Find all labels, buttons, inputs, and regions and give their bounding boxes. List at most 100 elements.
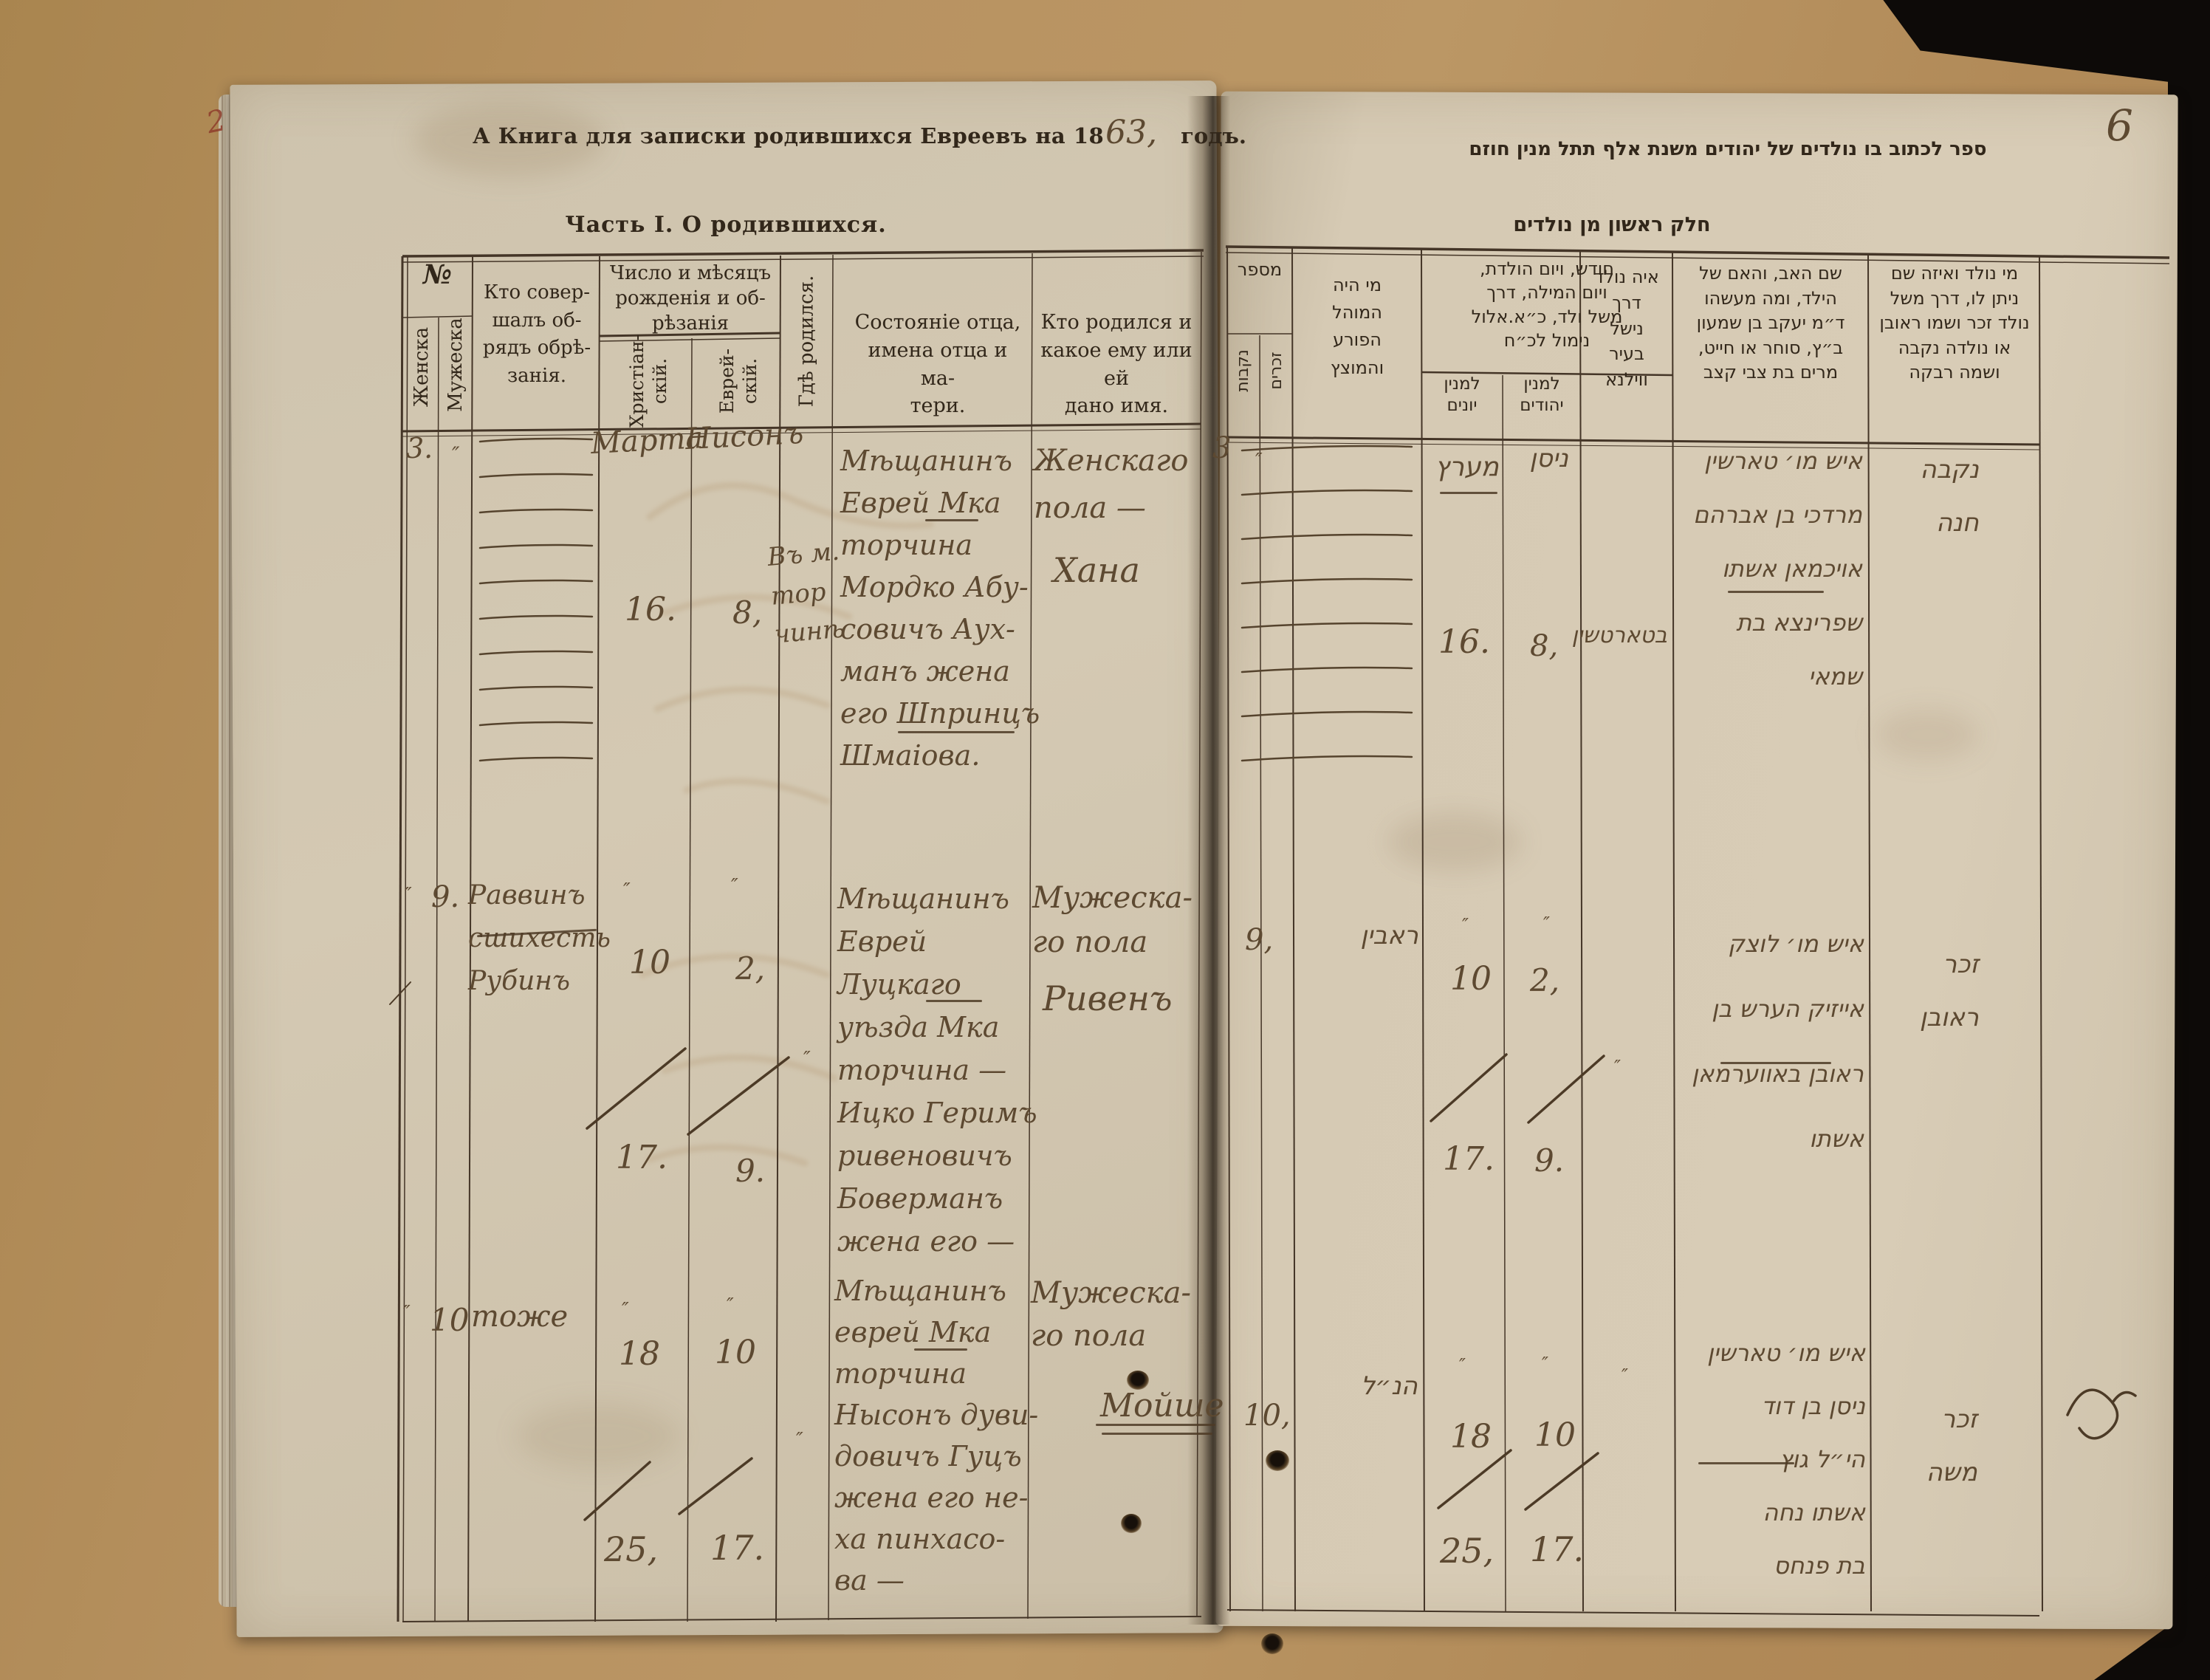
left-page-title: А Книга для записки родившихся Евреевъ н… [473,114,1246,151]
paper-hole [1127,1371,1149,1390]
parents-note-he: איש מו׳ טארשין ניסן בן דוד הי״ל גוץ אשתו… [1706,1339,1865,1580]
child-sex-note: Мужеска- го пола [1031,1276,1191,1353]
child-note-he: זכר משה [1926,1405,1977,1487]
column-header-males-he: זכרים [1267,352,1286,390]
column-header-dates-he: חודש, ויום הולדת, ויום המילה, דרך משל ול… [1471,258,1623,352]
title-text: А Книга для записки родившихся Евреевъ н… [473,123,1105,148]
child-sex-note: Женскаго пола — [1034,444,1189,525]
paper-stain [413,103,605,177]
birth-day-jewish: 8, [732,594,763,631]
ditto-mark: ″ [1255,450,1263,472]
ditto-mark: ″ [803,1048,811,1070]
column-header-where-he: איה נולד דרך נישל בעיר ווילנא [1594,267,1659,391]
ditto-mark: ″ [1542,1354,1548,1374]
ditto-mark: ″ [452,442,460,467]
ditto-mark: ″ [1459,1355,1466,1376]
entry-number-he: 9, [1245,923,1274,957]
parents-note-he: איש מו׳ טארשין מרדכי בן אברהם אויכמאן אש… [1693,447,1862,690]
birth-day-christian: 16. [625,591,676,628]
underline-mark [1728,591,1824,593]
ditto-mark: ″ [1543,913,1550,934]
birth-day-jewish: 10 [715,1334,756,1371]
paper-stain [517,1403,679,1470]
ditto-mark: ″ [1622,1365,1628,1386]
column-header-dates: Число и мѣсяцъ рожденія и об- рѣзанія [609,262,772,335]
column-header-mohel: מי היה המוהל הפורע והמוצץ [1330,275,1384,378]
birth-month-civil-he: מערץ [1435,452,1499,482]
mohel-note: Раввинъ сшихесть Рубинъ [468,880,611,996]
underline-mark [1102,1433,1212,1435]
entry-number-male: 9. [431,880,460,914]
left-section-title: Часть I. О родившихся. [565,212,887,238]
circumcision-day-jewish: 9. [735,1153,766,1189]
birth-day-hebrew: 2, [1530,962,1560,998]
ditto-mark: ″ [622,1299,629,1321]
column-header-child: Кто родился и какое ему или ей дано имя. [1040,311,1192,418]
child-sex-note: Мужеска- го пола [1032,881,1192,959]
right-page-title: ספר לכתוב בו נולדים של יהודים משנת אלף ת… [1469,138,1987,160]
father-status: Мѣщанинъ Еврей Мка торчина Мордко Абу- с… [840,445,1040,772]
mohel-note: тоже [471,1300,569,1334]
underline-mark [914,1348,967,1351]
ditto-mark: ″ [403,1302,411,1324]
entry-number-he: 10, [1243,1399,1291,1433]
column-header-parents-he: שם האב, והאם של הילד, ומה מעשהו ד״מ יעקב… [1696,263,1845,383]
child-note-he: זכר ראובן [1919,950,1979,1032]
ditto-mark: ″ [405,884,412,906]
birth-day-civil-he: 18 [1450,1418,1492,1456]
circumcision-day-christian: 17. [616,1139,668,1176]
column-header-females-he: נקבות [1234,349,1252,392]
column-header-child-he: מי נולד ואיזה שם ניתן לו, דרך משל נולד ז… [1879,263,2030,383]
circumcision-day-christian: 25, [604,1529,659,1569]
ditto-mark: ″ [623,880,631,902]
column-header-number: מספר [1237,259,1283,280]
birth-day-christian: 18 [619,1335,660,1373]
right-section-title: חלק ראשון מן נולדים [1513,213,1711,236]
column-header-jewish-count: למנין יהודים [1520,374,1564,415]
circumcision-day-hebrew: 9. [1534,1142,1565,1179]
column-header-where-born: Гдѣ родился. [795,275,818,408]
birth-month-jewish: Нисонъ [684,416,805,457]
birth-day-jewish: 2, [735,950,766,987]
paper-hole [1121,1514,1142,1533]
parents-note-he: איש מו׳ לוצק אייזיק הערש בן ראובן באווער… [1692,930,1864,1153]
birth-day-civil-he: 16. [1438,623,1490,661]
underline-mark [1698,1462,1794,1464]
underline-mark [925,519,978,521]
where-born-he: בטארטשין [1571,623,1667,648]
child-name: Мойше [1100,1387,1224,1424]
child-name: Хана [1053,550,1140,590]
ditto-mark: ″ [796,1429,803,1451]
birth-day-hebrew: 10 [1534,1416,1576,1454]
birth-day-civil-he: 10 [1450,960,1492,998]
column-header-circumciser: Кто совер- шалъ об- рядъ обрѣ- занія. [482,281,591,388]
book-gutter [1187,96,1230,1625]
underline-mark [898,731,1015,733]
ditto-mark: ″ [1614,1057,1621,1077]
ditto-mark: ″ [727,1295,734,1317]
circumcision-day-civil-he: 17. [1443,1140,1495,1178]
underline-mark [1096,1424,1215,1426]
paper-hole [1261,1633,1283,1654]
paper-stain [1876,709,1979,761]
circumcision-day-jewish: 17. [710,1528,765,1568]
paper-hole [1266,1450,1289,1471]
entry-number-male: 10 [430,1302,470,1338]
page-number: 6 [2106,100,2133,151]
father-status: Мѣщанинъ еврей Мка торчина Нысонъ дуви- … [834,1275,1039,1597]
title-year-handwritten: 63, [1105,114,1158,151]
paper-stain [1388,812,1521,871]
circumcision-day-civil-he: 25, [1440,1531,1495,1571]
title-text: годъ. [1181,123,1246,148]
birth-month-hebrew: ניסן [1529,444,1568,473]
underline-mark [1440,492,1497,494]
column-header-father: Состояніе отца, имена отца и ма- тери. [854,311,1021,418]
circumcision-day-hebrew: 17. [1530,1529,1585,1569]
entry-number-female: 3. [406,432,433,464]
column-header-female: Женска [411,326,433,408]
father-status: Мѣщанинъ Еврей Луцкаго уѣзда Мка торчина… [837,882,1037,1258]
column-header-male: Мужеска [445,318,467,412]
ditto-mark: ″ [1462,915,1469,936]
child-name: Ривенъ [1043,978,1173,1018]
